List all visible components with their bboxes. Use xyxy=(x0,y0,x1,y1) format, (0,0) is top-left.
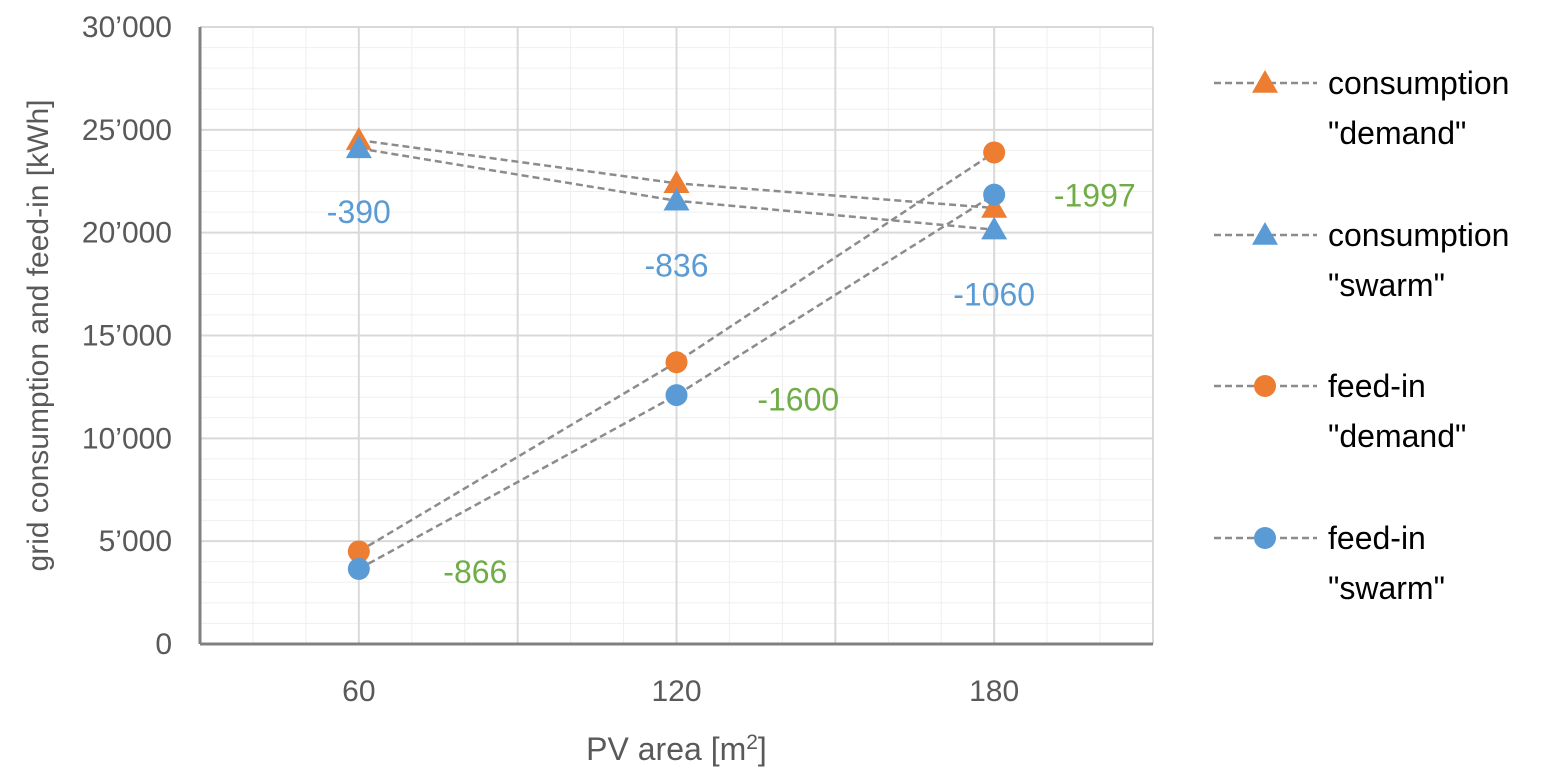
series-layer xyxy=(345,127,1008,580)
legend-marker xyxy=(1252,222,1278,245)
legend-entry-4: feed-in "swarm" xyxy=(1214,520,1445,606)
y-tick-label: 15’000 xyxy=(82,320,172,353)
data-point xyxy=(981,216,1008,240)
grid xyxy=(200,26,1154,644)
series-1 xyxy=(345,127,1008,218)
legend-label: feed-in xyxy=(1328,368,1426,404)
annotations: -390 -836 -1060 -1997 -1600 -866 xyxy=(327,178,1136,590)
series-4 xyxy=(347,183,1006,580)
axes: 0 5’000 10’000 15’000 20’000 25’000 30’000 60 12… xyxy=(22,11,1153,767)
data-point xyxy=(983,141,1006,164)
data-point xyxy=(663,170,690,194)
x-axis-title: PV area [m2] xyxy=(586,731,767,768)
data-point xyxy=(665,351,688,374)
y-tick-label: 10’000 xyxy=(82,422,172,455)
legend-label: "demand" xyxy=(1328,115,1466,151)
legend-label: feed-in xyxy=(1328,520,1426,556)
y-tick-label: 25’000 xyxy=(82,114,172,147)
legend-marker xyxy=(1252,70,1278,93)
data-point xyxy=(983,183,1006,206)
legend-label: consumption xyxy=(1328,65,1509,101)
legend-label: "swarm" xyxy=(1328,570,1445,606)
y-tick-label: 20’000 xyxy=(82,217,172,250)
legend-label: "demand" xyxy=(1328,418,1466,454)
x-tick-label: 120 xyxy=(651,675,701,708)
legend-marker xyxy=(1254,527,1276,549)
annotation-label: -1060 xyxy=(953,276,1035,312)
y-tick-label: 30’000 xyxy=(82,11,172,44)
annotation-label: -836 xyxy=(644,248,708,284)
data-point xyxy=(347,540,370,563)
legend-entry-1: consumption "demand" xyxy=(1214,65,1509,151)
y-axis-title: grid consumption and feed-in [kWh] xyxy=(22,100,55,572)
data-point xyxy=(665,384,688,407)
series-3 xyxy=(347,141,1006,563)
data-point xyxy=(663,187,690,211)
data-point xyxy=(347,557,370,580)
y-tick-label: 0 xyxy=(155,628,172,661)
data-point xyxy=(981,194,1008,218)
series-2 xyxy=(345,135,1008,240)
data-point xyxy=(345,135,372,159)
annotation-label: -866 xyxy=(443,554,507,590)
legend-entry-3: feed-in "demand" xyxy=(1214,368,1466,454)
legend-entry-2: consumption "swarm" xyxy=(1214,217,1509,303)
legend-label: consumption xyxy=(1328,217,1509,253)
x-tick-label: 180 xyxy=(969,675,1019,708)
annotation-label: -1600 xyxy=(757,381,839,417)
x-tick-label: 60 xyxy=(342,675,375,708)
legend-label: "swarm" xyxy=(1328,267,1445,303)
annotation-label: -390 xyxy=(327,194,391,230)
annotation-label: -1997 xyxy=(1054,178,1136,214)
legend-marker xyxy=(1254,375,1276,397)
y-tick-label: 5’000 xyxy=(99,525,172,558)
legend: consumption"demand"consumption"swarm"fee… xyxy=(1214,65,1509,606)
